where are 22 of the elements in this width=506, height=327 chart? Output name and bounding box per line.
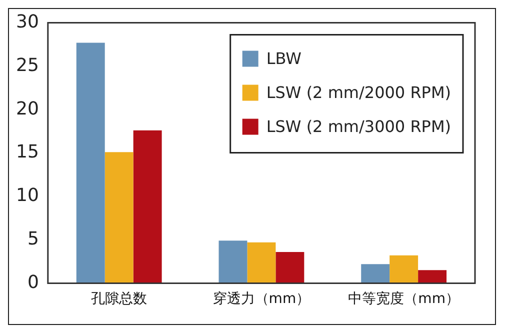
- bar: [104, 152, 134, 284]
- y-tick-label: 20: [16, 98, 39, 120]
- bar: [390, 255, 418, 284]
- y-tick-label: 10: [16, 185, 39, 206]
- bar: [361, 264, 390, 284]
- x-tick-label: 中等宽度（mm）: [348, 291, 460, 308]
- bar: [276, 252, 304, 284]
- x-tick-label: 穿透力（mm）: [212, 291, 310, 308]
- y-tick-label: 5: [27, 228, 39, 250]
- legend-label: LSW (2 mm/3000 RPM): [266, 116, 452, 136]
- y-tick-label: 25: [16, 54, 39, 76]
- legend-label: LSW (2 mm/2000 RPM): [266, 82, 452, 102]
- y-tick-label: 0: [27, 272, 39, 293]
- y-tick-label: 15: [16, 142, 39, 163]
- y-tick-label: 30: [16, 11, 39, 32]
- bar: [133, 130, 162, 284]
- bar: [76, 42, 105, 284]
- bar: [247, 242, 276, 284]
- bar: [218, 240, 248, 284]
- legend-label: LBW: [266, 48, 302, 68]
- bar: [418, 270, 447, 284]
- x-tick-label: 孔隙总数: [91, 291, 148, 308]
